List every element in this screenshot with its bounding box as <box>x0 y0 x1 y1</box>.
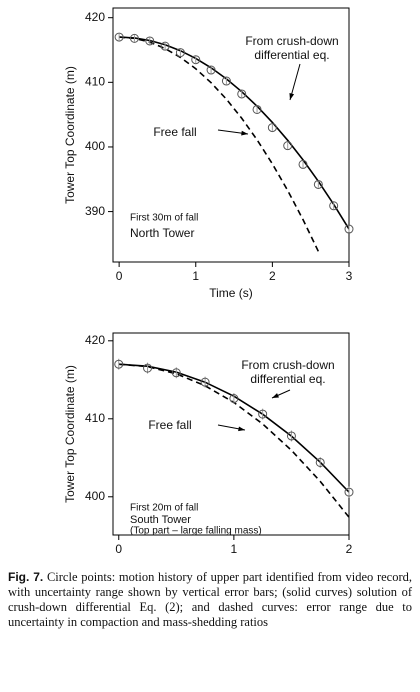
y-tick-label: 410 <box>85 74 105 88</box>
data-point <box>344 224 354 234</box>
data-point <box>206 65 216 75</box>
data-point <box>258 409 268 419</box>
caption-label: Fig. 7. <box>8 570 44 584</box>
data-point <box>229 394 239 404</box>
curve-label: From crush-down differential eq. <box>241 358 335 386</box>
y-tick-label: 410 <box>85 411 105 425</box>
data-point <box>221 76 231 86</box>
data-point <box>313 179 323 189</box>
data-point <box>143 363 153 373</box>
plot-area <box>118 363 349 518</box>
arrow-head <box>238 426 245 432</box>
caption: Fig. 7. Circle points: motion history of… <box>8 570 412 630</box>
caption-text: Circle points: motion history of upper p… <box>8 570 412 629</box>
plot-frame <box>112 332 350 536</box>
curve <box>119 36 320 252</box>
plot-area <box>119 36 349 252</box>
curve-label: Free fall <box>148 418 192 432</box>
x-tick-label: 0 <box>116 269 123 283</box>
data-point <box>298 159 308 169</box>
x-axis-label: Time (s) <box>209 286 253 300</box>
x-tick-label: 2 <box>346 542 353 556</box>
curve-label: Free fall <box>153 125 197 139</box>
data-point <box>145 36 155 46</box>
x-tick-label: 1 <box>192 269 199 283</box>
data-point <box>200 377 210 387</box>
inset-label: (Top part – large falling mass) <box>130 526 262 537</box>
data-point <box>267 123 277 133</box>
y-tick-label: 420 <box>85 10 105 24</box>
x-tick-label: 1 <box>231 542 238 556</box>
inset-label: First 30m of fall <box>130 213 198 224</box>
y-tick-label: 400 <box>85 489 105 503</box>
inset-label: North Tower <box>130 226 194 240</box>
data-point <box>175 48 185 58</box>
curve-label: From crush-down differential eq. <box>245 34 339 62</box>
y-tick-label: 400 <box>85 139 105 153</box>
data-point <box>114 359 124 369</box>
data-point <box>237 89 247 99</box>
data-point <box>329 201 339 211</box>
y-tick-label: 390 <box>85 204 105 218</box>
x-axis-label: Time (s) <box>209 559 253 560</box>
data-point <box>129 33 139 43</box>
x-tick-label: 3 <box>346 269 353 283</box>
y-axis-label: Tower Top Coordinate (m) <box>63 66 77 204</box>
data-point <box>160 41 170 51</box>
data-point <box>171 368 181 378</box>
y-tick-label: 420 <box>85 333 105 347</box>
curve <box>118 363 349 518</box>
x-tick-label: 2 <box>269 269 276 283</box>
data-point <box>315 457 325 467</box>
arrow-head <box>289 93 295 100</box>
inset-label: First 20m of fall <box>130 503 198 514</box>
data-point <box>252 104 262 114</box>
inset-label: South Tower <box>130 514 191 526</box>
data-point <box>114 32 124 42</box>
data-point <box>344 487 354 497</box>
arrow-head <box>272 393 279 398</box>
data-point <box>286 431 296 441</box>
charts: 0 1 2 3 390 400 410 420 Time (s) Tower Top Coordi… <box>63 7 354 573</box>
data-point <box>283 141 293 151</box>
data-point <box>191 55 201 65</box>
arrow-head <box>241 130 248 136</box>
y-axis-label: Tower Top Coordinate (m) <box>63 365 77 503</box>
curve <box>119 36 349 230</box>
plot-frame <box>112 7 350 263</box>
x-tick-label: 0 <box>115 542 122 556</box>
